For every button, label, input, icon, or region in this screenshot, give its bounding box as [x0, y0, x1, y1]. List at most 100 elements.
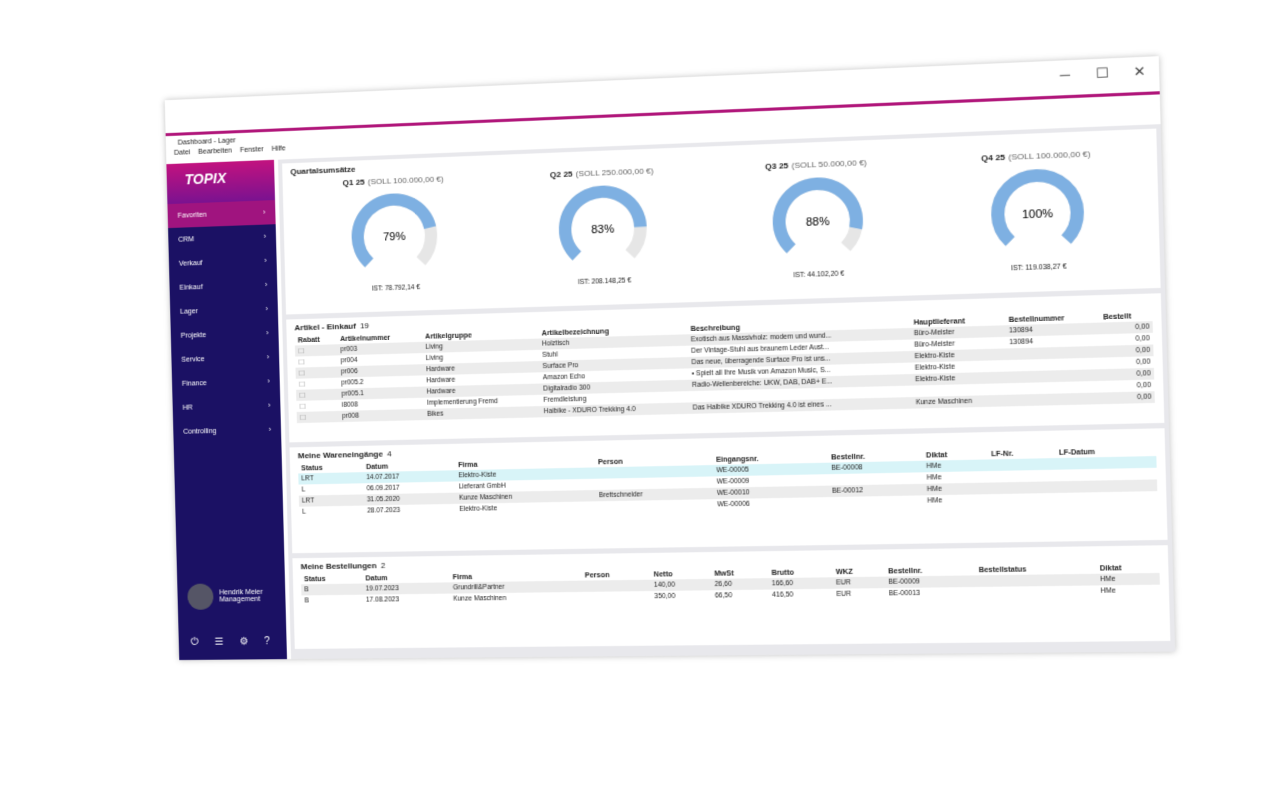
nav-label: Service	[181, 355, 205, 364]
minimize-button[interactable]: ─	[1059, 66, 1071, 83]
gauge-label: 79%	[383, 231, 406, 244]
gauge-chart: 83%	[550, 175, 657, 277]
orders-table: Status Datum Firma Person Netto MwSt Brutto WKZ…	[301, 563, 1160, 606]
table-cell: HMe	[1096, 572, 1160, 586]
gauges: Q1 25 (SOLL 100.000,00 €) 79% IST: 78.792,1…	[291, 147, 1152, 295]
table-cell: 416,50	[772, 591, 794, 599]
table-cell: Haibike - XDURO Trekking 4.0	[540, 402, 690, 418]
nav-item[interactable]: Controlling ›	[173, 417, 281, 444]
table-cell: 0,00	[1101, 391, 1155, 405]
window-title: Dashboard - Lager	[177, 137, 236, 147]
table-cell	[1057, 491, 1158, 504]
title-bar: ─ ☐ ✕	[164, 56, 1160, 137]
table-cell: 140,00	[650, 578, 712, 592]
gauge-label: 100%	[1022, 208, 1054, 222]
gauge-label: 83%	[591, 223, 615, 236]
quarter-actual: IST: 44.102,20 €	[793, 270, 845, 280]
nav-label: Controlling	[183, 427, 217, 436]
table-cell	[582, 591, 651, 603]
nav-label: HR	[182, 403, 193, 412]
nav-arrow: ›	[266, 353, 270, 361]
receipts-panel: Meine Wareneingänge 4 Status Datum Firma Pers…	[289, 428, 1168, 554]
nav-item[interactable]: HR ›	[172, 393, 280, 420]
gauge-chart: 79%	[342, 184, 446, 285]
logo: TOPIX	[166, 159, 276, 205]
count: 4	[386, 449, 392, 459]
table-cell: HMe	[927, 497, 943, 505]
nav-label: Projekte	[180, 331, 207, 340]
close-button[interactable]: ✕	[1133, 63, 1146, 80]
table-cell	[596, 499, 714, 512]
nav-item[interactable]: Finance ›	[172, 369, 280, 396]
nav-arrow: ›	[268, 426, 272, 434]
app-window: ─ ☐ ✕ Dashboard - Lager Datei Bearbeiten F…	[164, 56, 1176, 661]
quarter-actual: IST: 78.792,14 €	[371, 284, 421, 293]
menu-bar: Datei Bearbeiten Fenster Hilfe	[174, 145, 286, 157]
content: Quartalsumsätze Q1 25 (SOLL 100.000,00 €)…	[277, 124, 1176, 660]
gauge: Q3 25 (SOLL 50.000,00 €) 88% IST: 44.102,20…	[725, 156, 911, 281]
table-cell: 17.08.2023	[365, 596, 400, 604]
gauge-label: 88%	[805, 216, 829, 229]
maximize-button[interactable]: ☐	[1095, 64, 1110, 82]
table-cell: EUR	[836, 590, 852, 599]
gauge: Q4 25 (SOLL 100.000,00 €) 100% IST: 119.038…	[942, 148, 1133, 275]
menu-item[interactable]: Datei	[173, 149, 191, 157]
nav-arrow: ›	[267, 402, 271, 410]
table-cell: 350,00	[654, 592, 676, 601]
table-cell: ☐	[296, 410, 340, 424]
user-box[interactable]: Hendrik Meier Management	[187, 583, 263, 610]
table-cell: 66,50	[714, 592, 733, 600]
nav-list: Favoriten › CRM › Verkauf › Einkauf › Lager › Proj…	[167, 200, 281, 444]
table-cell	[976, 585, 1097, 598]
count: 2	[380, 560, 386, 571]
table-cell: Kunze Maschinen	[912, 394, 1008, 409]
table-cell: B	[301, 583, 363, 596]
table-cell: Elektro-Kiste	[459, 505, 498, 513]
table-cell: HMe	[1100, 587, 1116, 595]
nav-arrow: ›	[266, 329, 269, 337]
articles-panel: Artikel - Einkauf 19 Rabatt Artikelnummer Ar…	[286, 293, 1165, 443]
table-cell: Bikes	[423, 406, 541, 421]
title-text: Meine Wareneingänge	[297, 449, 384, 461]
nav-label: CRM	[178, 235, 195, 244]
avatar	[187, 583, 214, 610]
list-icon[interactable]: ☰	[214, 636, 224, 648]
nav-label: Einkauf	[179, 283, 203, 292]
nav-item[interactable]: Verkauf ›	[169, 248, 277, 276]
quarter-actual: IST: 208.148,25 €	[577, 277, 632, 287]
table-cell: BE-00013	[888, 589, 921, 598]
table-cell: EUR	[832, 576, 886, 589]
orders-panel: Meine Bestellungen 2 Status Datum Firma Perso…	[292, 545, 1171, 649]
table-cell	[1007, 392, 1103, 407]
nav-label: Lager	[180, 307, 198, 316]
table-cell: L	[302, 508, 307, 516]
nav-arrow: ›	[263, 233, 267, 241]
quarter-actual: IST: 119.038,27 €	[1010, 263, 1067, 273]
title-text: Meine Bestellungen	[300, 561, 377, 572]
nav-item[interactable]: Lager ›	[170, 297, 278, 324]
table-cell	[581, 579, 652, 592]
gauge: Q2 25 (SOLL 250.000,00 €) 83% IST: 208.148,…	[513, 165, 694, 288]
nav-item[interactable]: Einkauf ›	[169, 272, 277, 300]
nav-item[interactable]: Projekte ›	[171, 321, 279, 348]
table-cell	[989, 493, 1057, 506]
table-cell: B	[304, 597, 310, 605]
menu-item[interactable]: Hilfe	[271, 145, 286, 153]
nav-label: Favoriten	[177, 211, 207, 220]
nav-label: Finance	[181, 379, 207, 388]
table-cell: Kunze Maschinen	[453, 594, 507, 603]
nav-item[interactable]: Service ›	[171, 345, 279, 372]
power-icon[interactable]: ⏻	[190, 636, 199, 648]
menu-item[interactable]: Fenster	[239, 146, 264, 155]
nav-label: Verkauf	[178, 259, 203, 268]
settings-icon[interactable]: ⚙	[239, 636, 249, 648]
help-icon[interactable]: ?	[264, 636, 271, 648]
nav-arrow: ›	[264, 281, 268, 289]
table-cell: pr008	[338, 408, 425, 423]
gauge-chart: 100%	[981, 159, 1094, 264]
count: 19	[359, 321, 370, 331]
menu-item[interactable]: Bearbeiten	[198, 147, 232, 156]
nav-arrow: ›	[264, 257, 267, 265]
gauge: Q1 25 (SOLL 100.000,00 €) 79% IST: 78.792,1…	[307, 173, 483, 295]
